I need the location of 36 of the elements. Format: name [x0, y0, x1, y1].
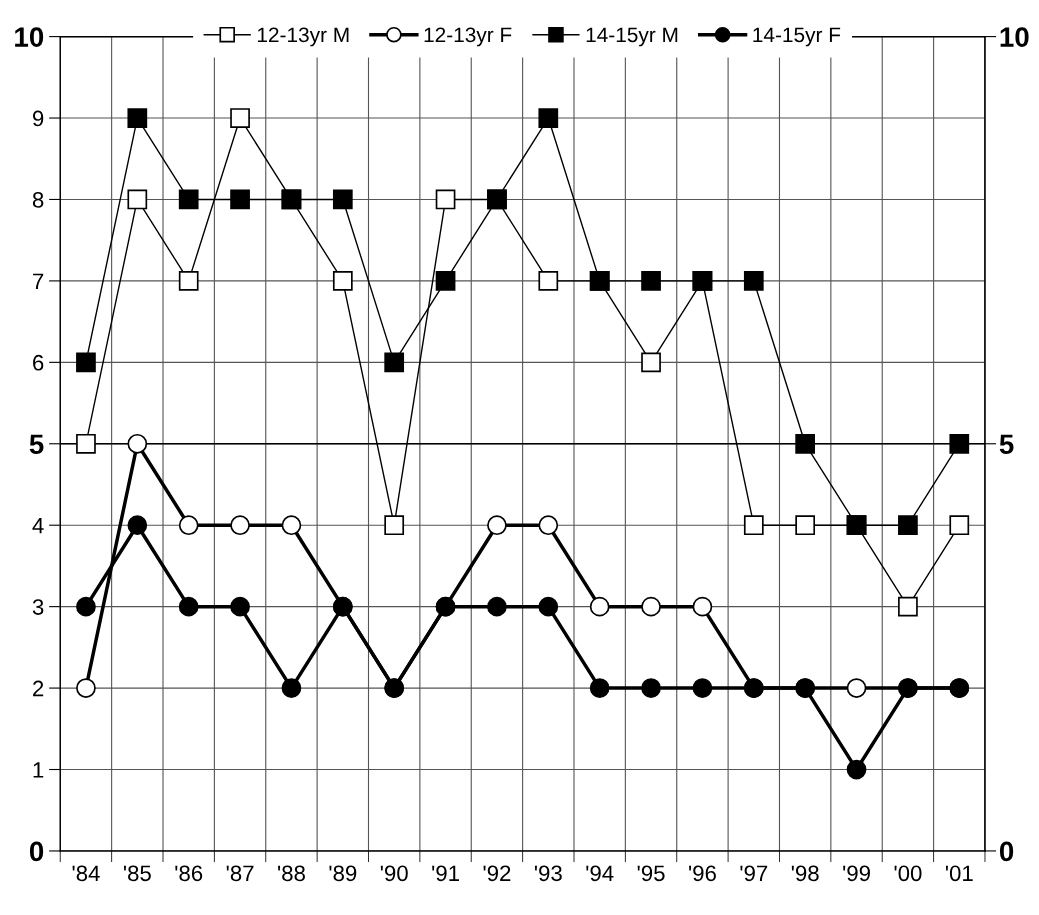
y2-tick-label: 0	[999, 841, 1014, 862]
y-tick-label: 9	[32, 110, 44, 127]
x-tick-label: '97	[740, 865, 768, 882]
legend-label: 12-13yr F	[424, 27, 512, 47]
y-tick-label: 0	[29, 841, 44, 862]
y-tick-label: 3	[32, 599, 44, 615]
y-tick-label: 7	[33, 273, 44, 289]
y2-tick-label: 10	[1000, 27, 1029, 47]
x-tick-label: '95	[637, 865, 665, 882]
x-tick-label: '94	[586, 865, 614, 882]
x-tick-label: '99	[843, 865, 870, 882]
x-tick-label: '87	[226, 865, 254, 882]
x-tick-label: '85	[123, 865, 151, 882]
legend-label: 14-15yr M	[586, 27, 678, 47]
y-tick-label: 5	[29, 434, 44, 455]
y-tick-label: 10	[15, 27, 44, 47]
x-tick-label: '92	[483, 865, 511, 882]
y-tick-label: 2	[33, 680, 44, 697]
x-tick-label: '93	[534, 865, 562, 882]
x-tick-label: '98	[791, 865, 819, 882]
x-tick-label: '86	[175, 865, 203, 882]
y-tick-label: 4	[32, 517, 44, 534]
x-tick-label: '84	[72, 865, 100, 882]
x-tick-label: '88	[278, 865, 305, 882]
x-tick-label: '91	[432, 865, 459, 882]
y2-tick-label: 5	[999, 434, 1014, 455]
x-tick-label: '00	[894, 865, 922, 882]
x-tick-label: '01	[945, 865, 973, 882]
y-tick-label: 1	[33, 762, 44, 778]
y-tick-label: 8	[32, 192, 44, 208]
x-tick-label: '96	[689, 865, 716, 882]
x-tick-label: '90	[380, 865, 408, 882]
x-tick-label: '89	[329, 865, 357, 882]
y-tick-label: 6	[33, 354, 44, 371]
legend-label: 14-15yr F	[753, 27, 841, 47]
legend-label: 12-13yr M	[257, 27, 349, 47]
